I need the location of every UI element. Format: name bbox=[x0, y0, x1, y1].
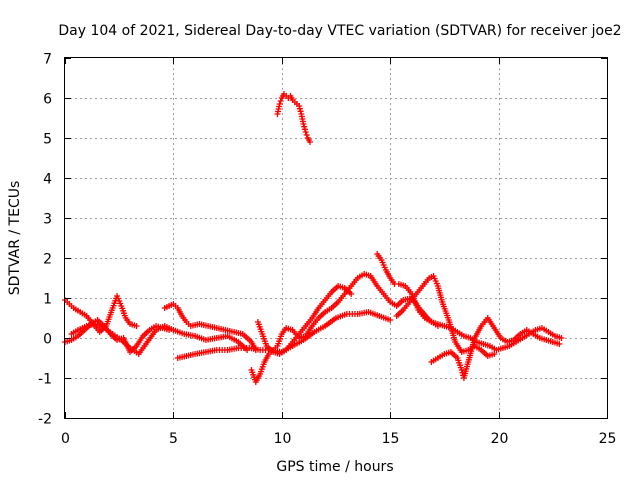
data-point bbox=[301, 126, 308, 133]
data-point bbox=[556, 341, 563, 347]
data-point bbox=[387, 317, 394, 323]
x-tick-label: 5 bbox=[169, 431, 178, 447]
data-point bbox=[276, 101, 283, 107]
data-point bbox=[303, 132, 310, 138]
tick-layer: 0 5 10 15 20 25 -2 -1 0 1 2 3 4 5 6 7 bbox=[38, 52, 616, 448]
y-tick-label: 4 bbox=[43, 172, 52, 188]
data-point bbox=[296, 103, 303, 109]
data-layer bbox=[62, 91, 565, 385]
series-arc-3 bbox=[68, 321, 251, 357]
data-point bbox=[301, 123, 308, 130]
y-tick-label: 3 bbox=[43, 212, 52, 228]
y-axis-label: SDTVAR / TECUs bbox=[7, 181, 23, 296]
data-point bbox=[302, 129, 309, 135]
data-point bbox=[297, 108, 304, 115]
plot-frame bbox=[64, 57, 608, 419]
data-point bbox=[133, 323, 140, 329]
series-arc-10 bbox=[393, 273, 498, 359]
data-point bbox=[296, 105, 303, 112]
data-point bbox=[558, 335, 565, 341]
y-tick-label: -1 bbox=[38, 372, 52, 388]
x-tick-label: 10 bbox=[274, 431, 292, 447]
series-arc-11 bbox=[428, 315, 563, 381]
data-point bbox=[459, 369, 466, 376]
grid-layer bbox=[65, 58, 607, 418]
series-arc-8 bbox=[274, 91, 313, 145]
data-point bbox=[348, 291, 355, 297]
y-tick-label: 1 bbox=[43, 292, 52, 308]
x-tick-label: 0 bbox=[61, 431, 70, 447]
x-tick-label: 15 bbox=[382, 431, 400, 447]
data-point bbox=[458, 367, 465, 373]
y-tick-label: -2 bbox=[38, 412, 52, 428]
x-axis-label: GPS time / hours bbox=[276, 459, 393, 475]
data-point bbox=[306, 139, 313, 145]
series-arc-1 bbox=[62, 293, 140, 335]
chart-title: Day 104 of 2021, Sidereal Day-to-day VTE… bbox=[58, 23, 621, 39]
y-tick-label: 6 bbox=[43, 92, 52, 108]
data-point bbox=[300, 121, 307, 127]
x-tick-label: 20 bbox=[491, 431, 509, 447]
series-arc-7 bbox=[254, 283, 355, 357]
y-tick-label: 2 bbox=[43, 252, 52, 268]
y-tick-label: 7 bbox=[43, 52, 52, 68]
y-tick-label: 0 bbox=[43, 332, 52, 348]
data-point bbox=[277, 98, 284, 104]
data-point bbox=[491, 351, 498, 357]
x-tick-label: 25 bbox=[599, 431, 617, 447]
y-tick-label: 5 bbox=[43, 132, 52, 148]
series-arc-4 bbox=[161, 301, 259, 353]
